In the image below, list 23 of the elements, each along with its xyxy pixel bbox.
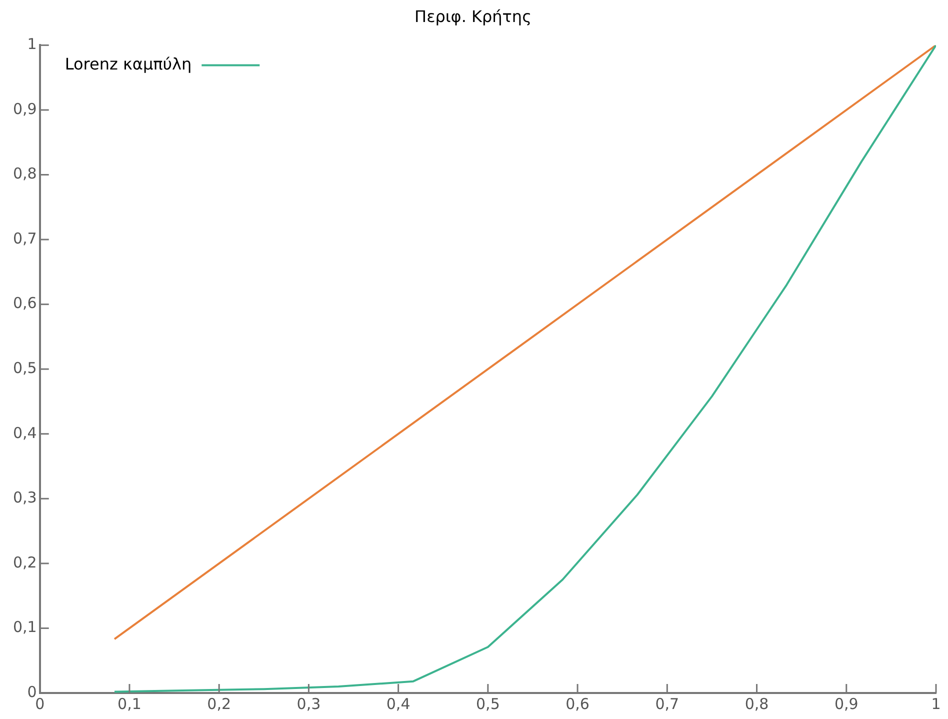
y-tick-label: 0,9: [12, 100, 37, 118]
y-tick-label: 0,2: [12, 553, 37, 572]
y-tick-label: 0,4: [12, 424, 37, 442]
x-tick-label: 0,9: [834, 694, 858, 713]
x-tick-label: 0,6: [566, 694, 590, 713]
y-tick-label: 0,5: [12, 358, 37, 377]
x-tick-label: 0,8: [744, 694, 769, 713]
y-tick-label: 0,6: [12, 294, 37, 312]
x-tick-label: 0,7: [655, 694, 680, 713]
y-tick-label: 1: [27, 35, 37, 54]
y-tick-label: 0: [27, 682, 37, 701]
x-tick-label: 0,1: [118, 694, 142, 713]
x-tick-label: 0,4: [386, 694, 410, 713]
y-tick-label: 0,1: [12, 618, 37, 636]
y-tick-label: 0,3: [12, 488, 37, 507]
x-tick-label: 1: [931, 694, 941, 713]
x-tick-label: 0,5: [476, 694, 500, 713]
x-tick-label: 0,2: [207, 694, 232, 713]
chart-title: Περιφ. Κρήτης: [414, 6, 532, 26]
x-tick-label: 0,3: [296, 694, 321, 713]
y-tick-label: 0,7: [12, 229, 37, 248]
y-tick-label: 0,8: [12, 164, 37, 183]
legend-label: Lorenz καμπύλη: [64, 54, 192, 74]
